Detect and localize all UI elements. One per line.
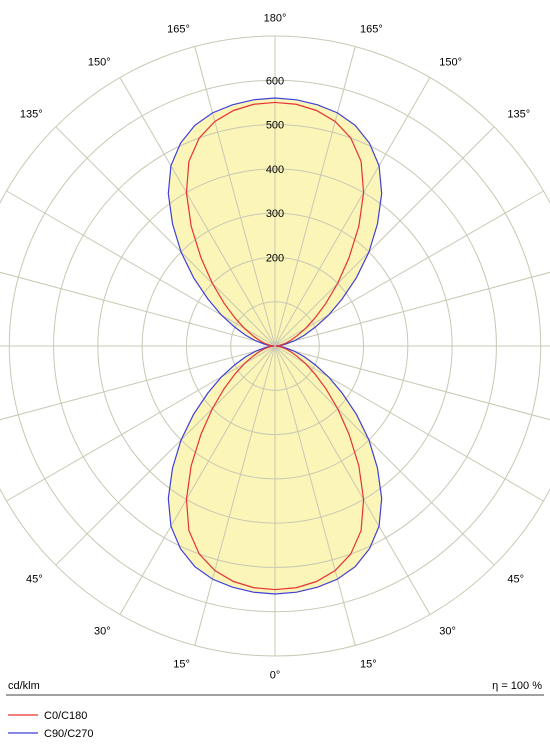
- angle-label: 150°: [88, 56, 111, 68]
- efficiency-label: η = 100 %: [492, 680, 542, 692]
- angle-label: 150°: [439, 56, 462, 68]
- legend-label: C0/C180: [44, 710, 87, 722]
- angle-label: 165°: [167, 24, 190, 36]
- angle-label: 30°: [439, 626, 456, 638]
- unit-label: cd/klm: [8, 680, 40, 692]
- angle-label: 45°: [26, 573, 43, 585]
- ring-label: 500: [266, 120, 284, 132]
- angle-label: 180°: [264, 12, 287, 24]
- angle-label: 15°: [360, 658, 377, 670]
- ring-label: 200: [266, 252, 284, 264]
- angle-label: 135°: [507, 109, 530, 121]
- angle-label: 30°: [94, 626, 111, 638]
- polar-distribution-chart: 2003004005006000°15°15°30°30°45°45°60°60…: [0, 0, 550, 750]
- ring-label: 400: [266, 164, 284, 176]
- angle-label: 165°: [360, 24, 383, 36]
- ring-label: 600: [266, 75, 284, 87]
- angle-label: 15°: [173, 658, 190, 670]
- ring-label: 300: [266, 208, 284, 220]
- legend-label: C90/C270: [44, 728, 94, 740]
- angle-label: 135°: [20, 109, 43, 121]
- angle-label: 45°: [507, 573, 524, 585]
- angle-label: 0°: [270, 670, 281, 682]
